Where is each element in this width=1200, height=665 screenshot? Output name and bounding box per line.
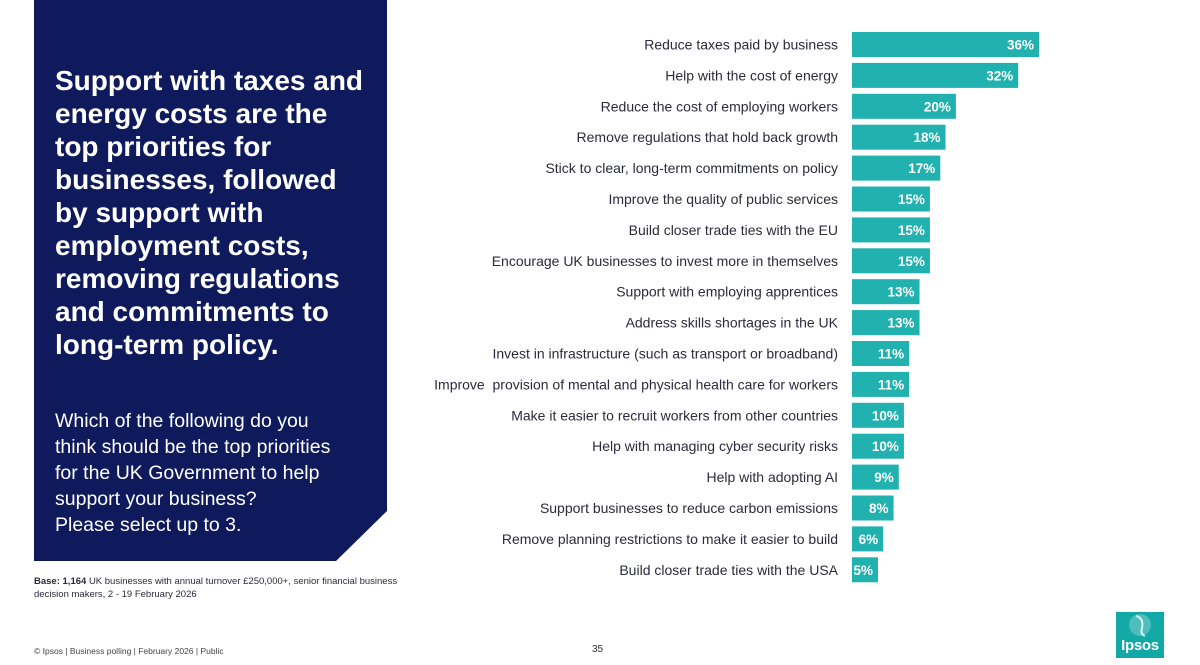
value-label: 11% xyxy=(878,377,904,392)
category-label: Invest in infrastructure (such as transp… xyxy=(492,346,838,362)
bar xyxy=(852,433,904,459)
value-label: 8% xyxy=(869,501,889,516)
bar xyxy=(852,62,1019,88)
headline: Support with taxes and energy costs are … xyxy=(55,65,364,360)
category-label: Help with adopting AI xyxy=(706,469,838,485)
value-label: 10% xyxy=(872,408,899,423)
category-label: Stick to clear, long-term commitments on… xyxy=(545,160,838,176)
category-label: Address skills shortages in the UK xyxy=(626,315,839,331)
value-label: 18% xyxy=(913,130,940,145)
category-label: Encourage UK businesses to invest more i… xyxy=(492,253,838,269)
base-text: UK businesses with annual turnover £250,… xyxy=(34,576,398,600)
bar xyxy=(852,341,910,366)
value-label: 20% xyxy=(924,99,951,114)
logo-text: Ipsos xyxy=(1121,637,1159,654)
bar xyxy=(852,464,899,490)
base-note: Base: 1,164 UK businesses with annual tu… xyxy=(34,575,414,601)
value-label: 13% xyxy=(887,285,914,300)
base-count: 1,164 xyxy=(62,576,87,587)
ipsos-logo: Ipsos xyxy=(1116,612,1164,658)
value-label: 10% xyxy=(872,439,899,454)
bar xyxy=(852,124,946,150)
category-label: Improve the quality of public services xyxy=(608,191,838,207)
category-label: Reduce taxes paid by business xyxy=(644,37,838,53)
value-label: 36% xyxy=(1007,38,1034,53)
bar xyxy=(852,248,930,274)
footer: © Ipsos | Business polling | February 20… xyxy=(34,646,224,656)
category-label: Make it easier to recruit workers from o… xyxy=(511,407,838,423)
bar xyxy=(852,93,956,119)
bar xyxy=(852,155,941,181)
value-label: 15% xyxy=(898,223,925,238)
bar xyxy=(852,310,920,336)
category-label: Build closer trade ties with the EU xyxy=(629,222,838,238)
value-label: 5% xyxy=(853,563,873,578)
value-label: 9% xyxy=(874,470,894,485)
value-label: 13% xyxy=(887,316,914,331)
category-label: Remove planning restrictions to make it … xyxy=(502,531,838,547)
bar xyxy=(852,217,930,243)
category-label: Build closer trade ties with the USA xyxy=(619,562,838,578)
survey-question: Which of the following do you think shou… xyxy=(55,410,331,536)
category-label: Support with employing apprentices xyxy=(616,284,838,300)
value-label: 15% xyxy=(898,254,925,269)
bar xyxy=(852,402,904,428)
category-label: Improve provision of mental and physical… xyxy=(434,376,838,392)
logo-shape xyxy=(1116,612,1164,658)
value-label: 32% xyxy=(986,68,1013,83)
headline-panel: Support with taxes and energy costs are … xyxy=(34,0,387,561)
category-label: Help with managing cyber security risks xyxy=(592,438,838,454)
value-label: 11% xyxy=(878,347,904,362)
page-number: 35 xyxy=(592,644,604,655)
bar xyxy=(852,526,884,552)
bar xyxy=(852,557,878,583)
bar xyxy=(852,186,930,212)
bar xyxy=(852,371,910,397)
bar xyxy=(852,279,920,305)
base-label: Base: xyxy=(34,576,60,587)
bar xyxy=(852,495,894,521)
category-label: Help with the cost of energy xyxy=(665,67,838,83)
category-label: Support businesses to reduce carbon emis… xyxy=(540,500,838,516)
category-label: Remove regulations that hold back growth xyxy=(577,129,838,145)
bar xyxy=(852,32,1039,57)
value-label: 15% xyxy=(898,192,925,207)
category-label: Reduce the cost of employing workers xyxy=(601,98,838,114)
value-label: 6% xyxy=(859,532,879,547)
bar-chart: Reduce taxes paid by business 36% Help wit… xyxy=(434,32,1039,583)
value-label: 17% xyxy=(908,161,935,176)
